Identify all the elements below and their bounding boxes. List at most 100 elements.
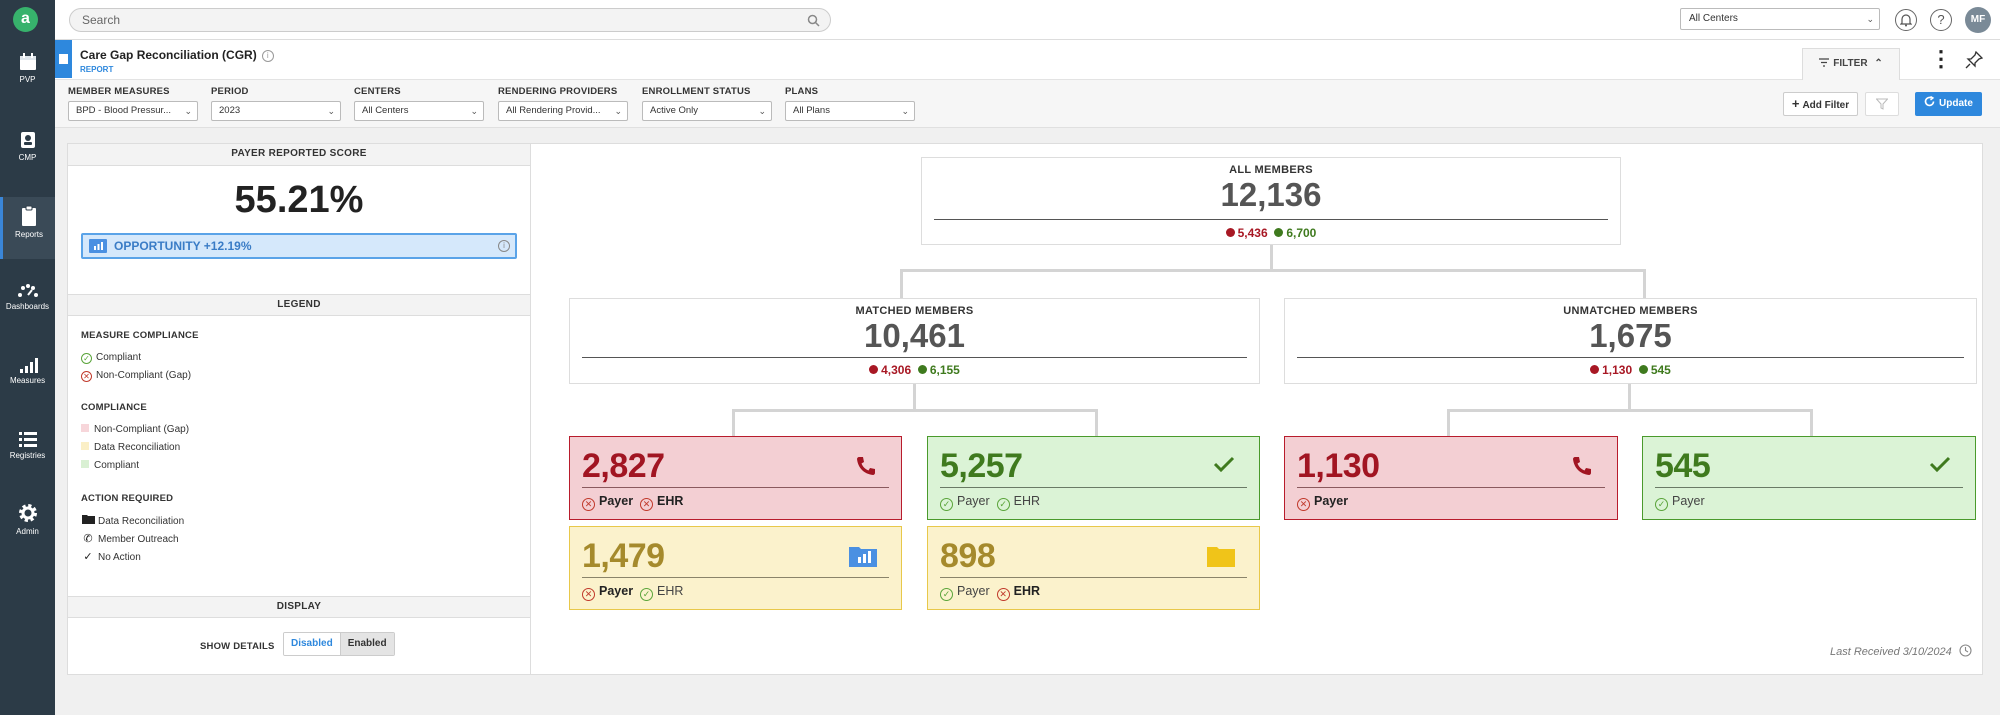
card-matched-reconcile-ehr[interactable]: 898 ✓ Payer ✕ EHR: [927, 526, 1260, 610]
filter-plans: PLANS All Plans ⌄: [785, 86, 915, 121]
legend-item: Data Reconciliation: [81, 514, 184, 527]
box-breakdown: 1,130 545: [1285, 363, 1976, 377]
legend-item: ✓ No Action: [81, 550, 140, 563]
sidebar-item-reports[interactable]: Reports: [0, 197, 55, 259]
report-header: Care Gap Reconciliation (CGR) i REPORT FI…: [55, 40, 2000, 80]
x-circle-icon: ✕: [81, 371, 92, 382]
display-header: DISPLAY: [68, 596, 530, 618]
payer-score-header: PAYER REPORTED SCORE: [68, 144, 530, 166]
period-select[interactable]: 2023 ⌄: [211, 101, 341, 121]
swatch-data-reconciliation: [81, 442, 89, 450]
avatar[interactable]: MF: [1965, 7, 1991, 33]
box-value: 12,136: [1220, 176, 1322, 213]
update-button[interactable]: Update: [1915, 92, 1982, 116]
action-required-title: ACTION REQUIRED: [81, 493, 174, 504]
info-icon[interactable]: i: [498, 240, 510, 252]
card-unmatched-compliant[interactable]: 545 ✓ Payer: [1642, 436, 1976, 520]
filter-enrollment-status: ENROLLMENT STATUS Active Only ⌄: [642, 86, 772, 121]
calendar-icon: [19, 53, 36, 70]
plans-select[interactable]: All Plans ⌄: [785, 101, 915, 121]
more-options-icon[interactable]: ⋮: [1930, 46, 1952, 71]
box-title: MATCHED MEMBERS: [855, 305, 974, 317]
center-select[interactable]: All Centers ⌄: [1680, 8, 1880, 30]
matched-members-box[interactable]: MATCHED MEMBERS 10,461 4,306 6,155: [569, 298, 1260, 384]
x-circle-icon: ✕: [996, 588, 1010, 601]
legend-item: Compliant: [81, 460, 139, 471]
filter-label: PLANS: [785, 86, 819, 97]
add-filter-button[interactable]: + Add Filter: [1783, 92, 1858, 116]
tree-connector: [1628, 384, 1631, 409]
legend-label: Data Reconciliation: [98, 516, 185, 527]
opportunity-text: OPPORTUNITY +12.19%: [114, 239, 252, 253]
sidebar-item-dashboards[interactable]: Dashboards: [0, 283, 55, 345]
phone-icon: ✆: [83, 533, 93, 545]
top-bar: Search All Centers ⌄ ? MF: [55, 0, 2000, 40]
box-title: ALL MEMBERS: [1229, 164, 1313, 176]
chevron-down-icon: ⌄: [184, 106, 192, 116]
search-icon[interactable]: [807, 14, 820, 27]
phone-icon: [1573, 457, 1591, 475]
member-measures-select[interactable]: BPD - Blood Pressur... ⌄: [68, 101, 198, 121]
x-circle-icon: ✕: [1297, 498, 1310, 511]
sidebar-item-admin[interactable]: Admin: [0, 502, 55, 564]
app-logo[interactable]: a: [13, 7, 38, 32]
search-input[interactable]: Search: [69, 8, 831, 32]
check-icon: [1213, 456, 1235, 473]
select-value: All Rendering Provid...: [506, 105, 601, 116]
sidebar-item-pvp[interactable]: PVP: [0, 52, 55, 114]
box-value: 1,675: [1589, 317, 1672, 354]
info-icon[interactable]: i: [261, 49, 274, 62]
legend-item: Non-Compliant (Gap): [81, 424, 189, 435]
check-circle-icon: ✓: [1655, 498, 1668, 511]
gap-count: 5,436: [1225, 226, 1268, 240]
check-circle-icon: ✓: [996, 498, 1010, 511]
sidebar-item-registries[interactable]: Registries: [0, 430, 55, 492]
clear-filter-button[interactable]: [1865, 92, 1899, 116]
filter-lines-icon: [1819, 58, 1830, 67]
tree-connector: [913, 384, 916, 409]
chevron-down-icon: ⌄: [614, 106, 622, 116]
all-members-box[interactable]: ALL MEMBERS 12,136 5,436 6,700: [921, 157, 1621, 245]
legend-label: Non-Compliant (Gap): [94, 424, 190, 435]
notifications-button[interactable]: [1895, 9, 1917, 31]
filter-toggle-tab[interactable]: FILTER ⌃: [1802, 48, 1900, 80]
chevron-down-icon: ⌄: [470, 106, 478, 116]
page-subtitle: REPORT: [80, 65, 114, 74]
card-matched-compliant[interactable]: 5,257 ✓ Payer ✓ EHR: [927, 436, 1260, 520]
toggle-disabled-option[interactable]: Disabled: [284, 633, 341, 655]
card-value: 2,827: [582, 447, 665, 485]
chart-folder-icon: [89, 239, 107, 253]
legend-header: LEGEND: [68, 294, 530, 316]
chevron-down-icon: ⌄: [758, 106, 766, 116]
card-value: 1,130: [1297, 447, 1380, 485]
card-matched-gap-outreach[interactable]: 2,827 ✕ Payer ✕ EHR: [569, 436, 902, 520]
card-value: 545: [1655, 447, 1711, 485]
sidebar-item-label: Admin: [16, 527, 39, 536]
chevron-up-icon: ⌃: [1874, 58, 1883, 69]
centers-select[interactable]: All Centers ⌄: [354, 101, 484, 121]
sidebar-item-measures[interactable]: Measures: [0, 357, 55, 419]
opportunity-banner[interactable]: OPPORTUNITY +12.19% i: [81, 233, 517, 259]
sidebar-item-cmp[interactable]: CMP: [0, 130, 55, 192]
pin-icon[interactable]: [1965, 50, 1984, 74]
question-icon: ?: [1937, 12, 1945, 27]
legend-label: Compliant: [96, 352, 142, 363]
filter-label: MEMBER MEASURES: [68, 86, 170, 97]
compliant-count: 545: [1638, 363, 1671, 377]
enrollment-status-select[interactable]: Active Only ⌄: [642, 101, 772, 121]
toggle-enabled-option[interactable]: Enabled: [340, 633, 394, 655]
clock-icon[interactable]: [1959, 644, 1972, 657]
badge-icon: [20, 132, 35, 148]
card-matched-reconcile-payer[interactable]: 1,479 ✕ Payer ✓ EHR: [569, 526, 902, 610]
tree-connector: [1447, 409, 1813, 412]
rendering-providers-select[interactable]: All Rendering Provid... ⌄: [498, 101, 628, 121]
divider: [940, 577, 1247, 578]
unmatched-members-box[interactable]: UNMATCHED MEMBERS 1,675 1,130 545: [1284, 298, 1977, 384]
filter-label: PERIOD: [211, 86, 249, 97]
card-unmatched-gap-outreach[interactable]: 1,130 ✕ Payer: [1284, 436, 1618, 520]
refresh-icon: [1924, 95, 1935, 107]
divider: [582, 487, 889, 488]
card-sources: ✓ Payer ✕ EHR: [940, 584, 1040, 601]
x-circle-icon: ✕: [582, 498, 595, 511]
help-button[interactable]: ?: [1930, 9, 1952, 31]
